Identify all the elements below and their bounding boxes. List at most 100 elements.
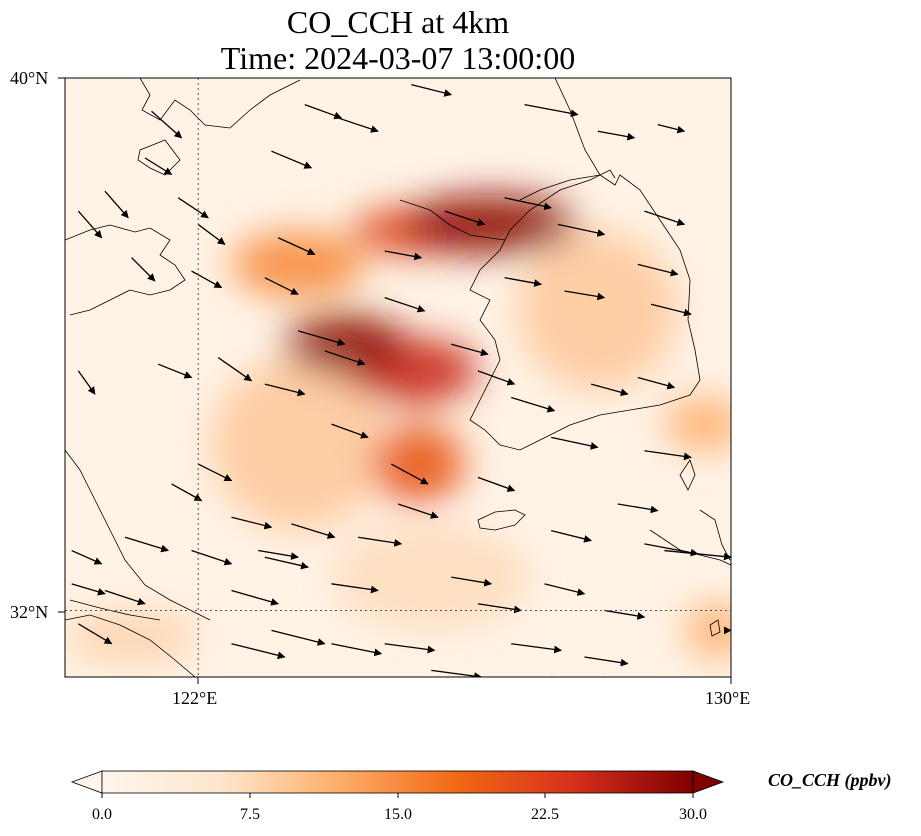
map-title-line2: Time: 2024-03-07 13:00:00 [220,40,576,76]
wind-arrow [151,110,183,139]
wind-arrow [304,104,343,120]
wind-arrow [637,263,679,277]
wind-arrow [511,396,556,413]
wind-arrow [604,609,646,620]
wind-arrow [650,303,692,317]
lat-label-40: 40°N [10,68,49,88]
wind-arrow [597,130,636,141]
wind-arrow [191,549,233,566]
concentration-plume [371,424,465,504]
wind-arrow [524,103,579,118]
lon-label-130: 130°E [705,688,751,708]
concentration-plume [517,231,678,391]
wind-arrow [324,350,366,366]
wind-arrow [197,223,226,245]
wind-arrow [331,583,379,594]
wind-arrow [384,297,426,313]
wind-arrow [131,257,156,282]
wind-arrow [331,643,383,657]
wind-arrow [77,210,103,239]
concentration-plume [664,397,731,451]
wind-arrow [104,190,129,219]
colorbar-ticks [101,793,694,798]
concentration-plume [404,194,578,255]
wind-arrow [258,549,299,560]
wind-arrow [77,370,96,395]
co-concentration-field [65,194,731,664]
colorbar-tick-0: 0.0 [92,806,112,823]
concentration-plume [231,231,365,298]
map-title-line1: CO_CCH at 4km [286,4,510,40]
wind-arrow [331,423,369,439]
wind-arrow [557,223,606,237]
wind-arrow [664,549,731,561]
colorbar-tick-1: 7.5 [240,806,260,823]
wind-arrow [264,556,309,570]
wind-arrow [391,463,429,485]
wind-arrow [444,210,486,226]
colorbar-min-extend [70,770,103,794]
wind-arrow [551,436,599,450]
wind-arrow [157,363,193,379]
wind-arrow [644,210,686,226]
wind-arrow [357,536,403,547]
lon-label-122: 122°E [172,688,218,708]
wind-arrow [511,643,562,654]
wind-arrow [584,656,629,667]
concentration-plume [65,610,199,664]
wind-arrow [397,503,439,519]
wind-arrow [264,277,299,295]
wind-arrow [197,463,233,482]
wind-arrow [231,516,273,530]
wind-arrow [504,197,552,211]
wind-arrow [217,357,253,382]
wind-arrow [264,383,306,397]
wind-arrow [564,290,606,301]
wind-arrow [171,483,203,502]
wind-arrow [71,583,106,596]
wind-arrow [451,576,493,587]
wind-arrow [191,270,223,289]
wind-arrow [231,589,279,606]
wind-arrow [477,603,522,614]
wind-arrow [384,643,436,654]
wind-arrow [177,197,209,219]
concentration-plume [684,603,731,658]
wind-arrow [271,629,326,646]
colorbar-max-extend [692,770,725,794]
wind-arrow [451,343,489,357]
colorbar-title: CO_CCH (ppbv) [768,770,892,790]
wind-arrow [144,157,173,176]
wind-arrow [71,549,103,565]
wind-vectors [71,84,731,677]
wind-arrow [384,250,423,261]
wind-arrow [291,523,336,539]
wind-arrow [124,536,169,553]
wind-arrow [657,123,686,134]
colorbar-tick-3: 22.5 [531,806,559,823]
wind-arrow [617,503,659,514]
wind-arrow [337,117,379,133]
wind-arrow [504,277,542,287]
wind-arrow [637,376,676,390]
wind-arrow [297,330,346,347]
wind-arrow [431,669,483,677]
wind-arrow [277,237,316,256]
map-frame [64,77,732,678]
wind-arrow [271,150,313,169]
concentration-plume [211,357,385,531]
wind-arrow [477,370,516,386]
wind-arrow [551,529,592,543]
colorbar-bar [101,770,694,794]
colorbar-tick-2: 15.0 [384,806,412,823]
wind-arrow [644,450,692,461]
wind-arrow [590,383,629,397]
coastlines [65,78,731,677]
colorbar-tick-4: 30.0 [679,806,707,823]
wind-arrow [231,643,286,660]
wind-arrow [104,589,146,606]
wind-arrow [77,623,113,645]
lat-label-32: 32°N [10,602,49,622]
